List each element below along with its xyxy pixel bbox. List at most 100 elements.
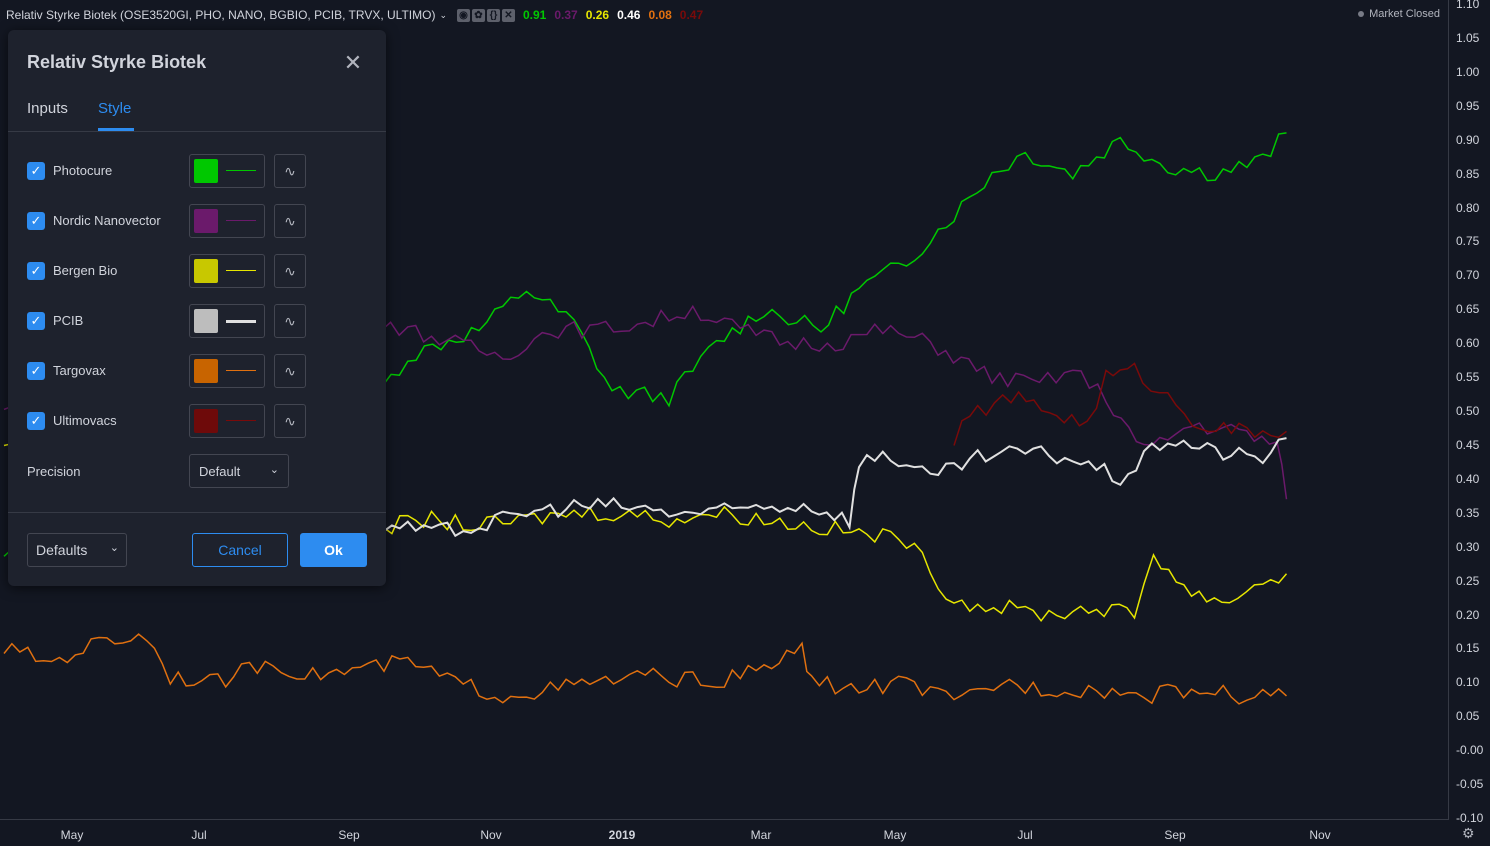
price-axis-tick-label: -0.00	[1456, 743, 1484, 758]
chevron-down-icon: ⌄	[269, 464, 279, 476]
price-axis-tick-label: 0.45	[1456, 437, 1480, 452]
price-axis-tick-label: 0.65	[1456, 302, 1480, 317]
price-axis-border	[1448, 0, 1449, 820]
checkbox-check-icon[interactable]: ✓	[27, 412, 45, 430]
price-axis-tick-label: 0.30	[1456, 539, 1480, 554]
legend-values: 0.91 0.37 0.26 0.46 0.08 0.47	[515, 8, 703, 22]
checkbox-check-icon[interactable]: ✓	[27, 362, 45, 380]
precision-select[interactable]: Default ⌄	[189, 454, 289, 488]
plot-type-icon[interactable]: ∿	[274, 204, 306, 238]
time-axis-tick-label: Sep	[338, 828, 360, 842]
code-icon[interactable]: {}	[487, 8, 500, 22]
price-axis-tick-label: 0.75	[1456, 234, 1480, 249]
price-axis-tick-label: 0.35	[1456, 505, 1480, 520]
plot-type-icon[interactable]: ∿	[274, 254, 306, 288]
time-axis-tick-label: Jul	[191, 828, 207, 842]
plot-type-icon[interactable]: ∿	[274, 354, 306, 388]
style-row: ✓ Ultimovacs ∿	[27, 404, 367, 438]
checkbox-check-icon[interactable]: ✓	[27, 312, 45, 330]
precision-label: Precision	[27, 464, 81, 479]
time-axis-border	[0, 819, 1448, 820]
price-axis-tick-label: 0.15	[1456, 641, 1480, 656]
line-style-preview	[226, 220, 256, 221]
color-swatch	[194, 209, 218, 233]
legend-value: 0.08	[648, 8, 672, 22]
series-line-targovax[interactable]	[3, 633, 1287, 705]
plot-type-icon[interactable]: ∿	[274, 154, 306, 188]
dialog-title: Relativ Styrke Biotek	[27, 52, 207, 72]
legend-value: 0.26	[585, 8, 610, 22]
price-axis-tick-label: -0.10	[1456, 811, 1484, 825]
gear-icon[interactable]: ✿	[472, 8, 485, 22]
price-axis-tick-label: 0.20	[1456, 607, 1480, 622]
series-label: Photocure	[53, 163, 113, 178]
chart-settings-gear-icon[interactable]: ⚙	[1462, 825, 1475, 841]
checkbox-check-icon[interactable]: ✓	[27, 162, 45, 180]
market-status: Market Closed	[1358, 8, 1440, 20]
chevron-down-icon: ⌄	[109, 542, 119, 554]
price-axis-tick-label: 0.40	[1456, 471, 1480, 486]
line-style-preview	[226, 320, 256, 323]
style-row: ✓ Bergen Bio ∿	[27, 254, 367, 288]
price-axis-tick-label: 0.70	[1456, 268, 1480, 283]
color-swatch	[194, 359, 218, 383]
price-axis-tick-label: 0.05	[1456, 709, 1480, 724]
series-line-ultimovacs[interactable]	[953, 362, 1287, 446]
series-label: Ultimovacs	[53, 413, 117, 428]
price-axis-tick-label: 0.85	[1456, 166, 1480, 181]
legend-value: 0.37	[554, 8, 578, 22]
series-label: Bergen Bio	[53, 263, 118, 278]
chevron-down-icon[interactable]: ⌄	[439, 9, 447, 20]
plot-type-icon[interactable]: ∿	[274, 304, 306, 338]
price-axis-tick-label: 0.50	[1456, 404, 1480, 418]
series-label: PCIB	[53, 313, 84, 328]
price-axis-tick-label: 0.25	[1456, 573, 1480, 588]
tab-inputs[interactable]: Inputs	[27, 100, 68, 117]
tab-style[interactable]: Style	[98, 100, 132, 117]
checkbox-check-icon[interactable]: ✓	[27, 262, 45, 280]
line-style-preview	[226, 370, 256, 371]
color-picker[interactable]	[189, 154, 265, 188]
style-row: ✓ Photocure ∿	[27, 154, 367, 188]
line-style-preview	[226, 270, 256, 271]
defaults-label: Defaults	[36, 542, 88, 558]
style-row: ✓ PCIB ∿	[27, 304, 367, 338]
active-tab-indicator	[98, 128, 134, 131]
color-swatch	[194, 259, 218, 283]
price-axis-tick-label: 0.95	[1456, 98, 1480, 113]
plot-type-icon[interactable]: ∿	[274, 404, 306, 438]
color-picker[interactable]	[189, 404, 265, 438]
precision-value: Default	[199, 464, 241, 479]
time-axis-tick-label: 2019	[608, 828, 636, 842]
time-axis-tick-label: Sep	[1164, 828, 1186, 842]
defaults-dropdown[interactable]: Defaults ⌄	[27, 533, 127, 567]
indicator-settings-dialog: Relativ Styrke Biotek ✕ Inputs Style ✓ Ph…	[8, 30, 386, 586]
time-axis-tick-label: Mar	[750, 828, 772, 842]
close-icon[interactable]: ✕	[502, 8, 515, 22]
color-picker[interactable]	[189, 304, 265, 338]
legend-value: 0.46	[617, 8, 641, 22]
close-icon[interactable]: ✕	[343, 50, 363, 75]
price-axis-tick-label: 1.10	[1456, 0, 1480, 11]
checkbox-check-icon[interactable]: ✓	[27, 212, 45, 230]
ok-button[interactable]: Ok	[300, 533, 367, 567]
eye-icon[interactable]: ◉	[457, 8, 470, 22]
dialog-tabs: Inputs Style	[8, 94, 386, 132]
color-picker[interactable]	[189, 204, 265, 238]
price-axis-tick-label: 0.80	[1456, 200, 1480, 215]
indicator-legend[interactable]: Relativ Styrke Biotek (OSE3520GI, PHO, N…	[6, 6, 703, 24]
market-status-dot-icon	[1358, 11, 1365, 18]
time-axis-tick-label: Nov	[480, 828, 502, 842]
market-status-label: Market Closed	[1369, 8, 1440, 20]
price-axis-tick-label: -0.05	[1456, 777, 1484, 792]
color-picker[interactable]	[189, 354, 265, 388]
color-swatch	[194, 309, 218, 333]
color-picker[interactable]	[189, 254, 265, 288]
indicator-legend-title: Relativ Styrke Biotek (OSE3520GI, PHO, N…	[6, 8, 436, 22]
dialog-footer-divider	[8, 512, 386, 513]
line-style-preview	[226, 420, 256, 421]
price-axis-tick-label: 0.60	[1456, 336, 1480, 351]
legend-value: 0.91	[523, 8, 547, 22]
cancel-button[interactable]: Cancel	[192, 533, 288, 567]
style-row: ✓ Targovax ∿	[27, 354, 367, 388]
